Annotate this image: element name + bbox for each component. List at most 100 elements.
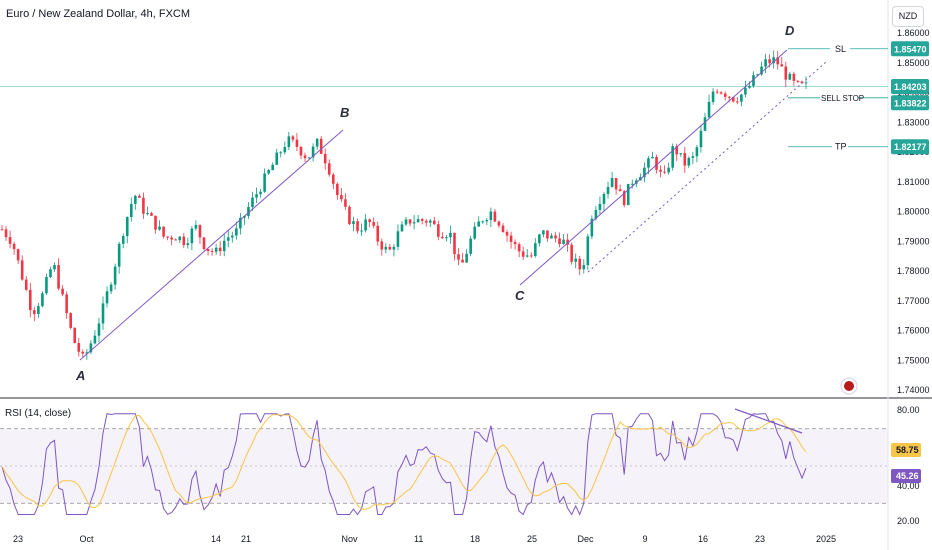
candle-body <box>101 303 105 324</box>
sl-price-tag: 1.85470 <box>894 44 927 54</box>
candle-body <box>695 147 699 157</box>
candle-body <box>513 241 517 245</box>
candle-body <box>493 211 497 222</box>
symbol-title[interactable]: Euro / New Zealand Dollar, 4h, FXCM <box>6 8 191 20</box>
sell-stop-price-tag-bg <box>891 95 929 111</box>
candle-body <box>344 199 347 207</box>
rsi-tick-label: 40.00 <box>897 481 920 491</box>
candle-body <box>239 217 242 229</box>
time-tick-label: 11 <box>414 534 423 544</box>
candle-body <box>408 219 412 224</box>
candle-body <box>703 117 707 131</box>
time-tick-label: 18 <box>470 534 480 544</box>
candle-body <box>707 101 711 118</box>
candle-body <box>45 277 48 294</box>
candle-body <box>319 138 323 154</box>
candle-body <box>433 220 436 225</box>
candle-body <box>424 220 428 223</box>
candle-body <box>287 136 291 148</box>
candle-body <box>736 101 739 103</box>
candle-body <box>622 191 626 206</box>
time-tick-label: 21 <box>241 534 251 544</box>
candle-body <box>711 91 715 102</box>
candle-body <box>8 237 12 244</box>
candle-body <box>105 291 109 304</box>
rsi-tick-label: 20.00 <box>897 516 920 526</box>
candle-body <box>271 164 274 171</box>
candle-body <box>469 238 472 254</box>
candle-body <box>723 93 727 97</box>
candle-body <box>323 153 327 164</box>
candle-body <box>647 158 650 168</box>
candle-body <box>485 220 489 222</box>
candle-body <box>489 211 493 221</box>
candle-body <box>687 157 691 166</box>
candle-body <box>412 222 416 224</box>
candle-body <box>509 235 513 242</box>
time-tick-label: Nov <box>342 534 359 544</box>
candle-body <box>222 240 226 252</box>
candle-body <box>776 57 780 65</box>
candle-body <box>336 183 339 196</box>
current-price-tag-bg <box>891 78 929 94</box>
swing-point-label-a: A <box>75 368 85 383</box>
candle-body <box>348 206 351 225</box>
candle-body <box>396 231 400 247</box>
candle-body <box>81 351 85 354</box>
candle-body <box>764 59 767 67</box>
candle-body <box>582 265 586 270</box>
candle-body <box>590 218 594 237</box>
candle-body <box>546 230 549 239</box>
candle-body <box>263 173 266 192</box>
candle-body <box>198 224 202 238</box>
price-tick-label: 1.80000 <box>897 207 930 217</box>
candle-body <box>24 279 28 290</box>
candle-body <box>113 266 117 285</box>
candle-body <box>780 64 784 67</box>
indicator-icon <box>844 381 854 391</box>
price-tick-label: 1.75000 <box>897 355 930 365</box>
candle-body <box>501 225 505 233</box>
candle-body <box>4 229 8 238</box>
rsi-ma-line <box>1 414 807 510</box>
candle-body <box>61 288 64 295</box>
sl-label: SL <box>835 44 846 54</box>
candle-body <box>651 156 654 159</box>
candle-body <box>150 213 153 216</box>
candle-body <box>772 57 775 64</box>
time-tick-label: 16 <box>698 534 708 544</box>
candle-body <box>796 80 800 82</box>
candle-body <box>283 147 287 153</box>
candle-body <box>194 224 198 229</box>
candle-body <box>534 243 537 257</box>
candle-body <box>428 220 432 223</box>
candle-body <box>85 352 89 354</box>
candle-body <box>166 236 169 238</box>
time-tick-label: 25 <box>527 534 537 544</box>
candle-body <box>146 213 149 215</box>
currency-button[interactable]: NZD <box>892 6 924 27</box>
time-tick-label: 2025 <box>816 534 836 544</box>
candle-body <box>117 243 121 267</box>
candle-body <box>715 91 719 93</box>
candle-body <box>643 167 646 178</box>
candle-body <box>230 235 234 238</box>
sl-price-tag-bg <box>891 41 929 57</box>
swing-point-label-b: B <box>340 105 349 120</box>
candle-body <box>109 284 113 292</box>
candle-body <box>792 73 796 81</box>
candle-body <box>574 258 578 262</box>
candle-body <box>655 156 658 170</box>
candle-body <box>626 183 630 206</box>
candle-body <box>267 170 270 174</box>
candle-body <box>356 221 359 232</box>
candle-body <box>594 210 598 219</box>
candle-body <box>473 226 477 239</box>
candle-body <box>416 219 420 223</box>
candle-body <box>279 152 283 154</box>
candle-body <box>550 235 553 239</box>
rsi-tick-label: 80.00 <box>897 405 920 415</box>
candle-body <box>125 217 129 237</box>
rsi-title[interactable]: RSI (14, close) <box>5 408 72 419</box>
